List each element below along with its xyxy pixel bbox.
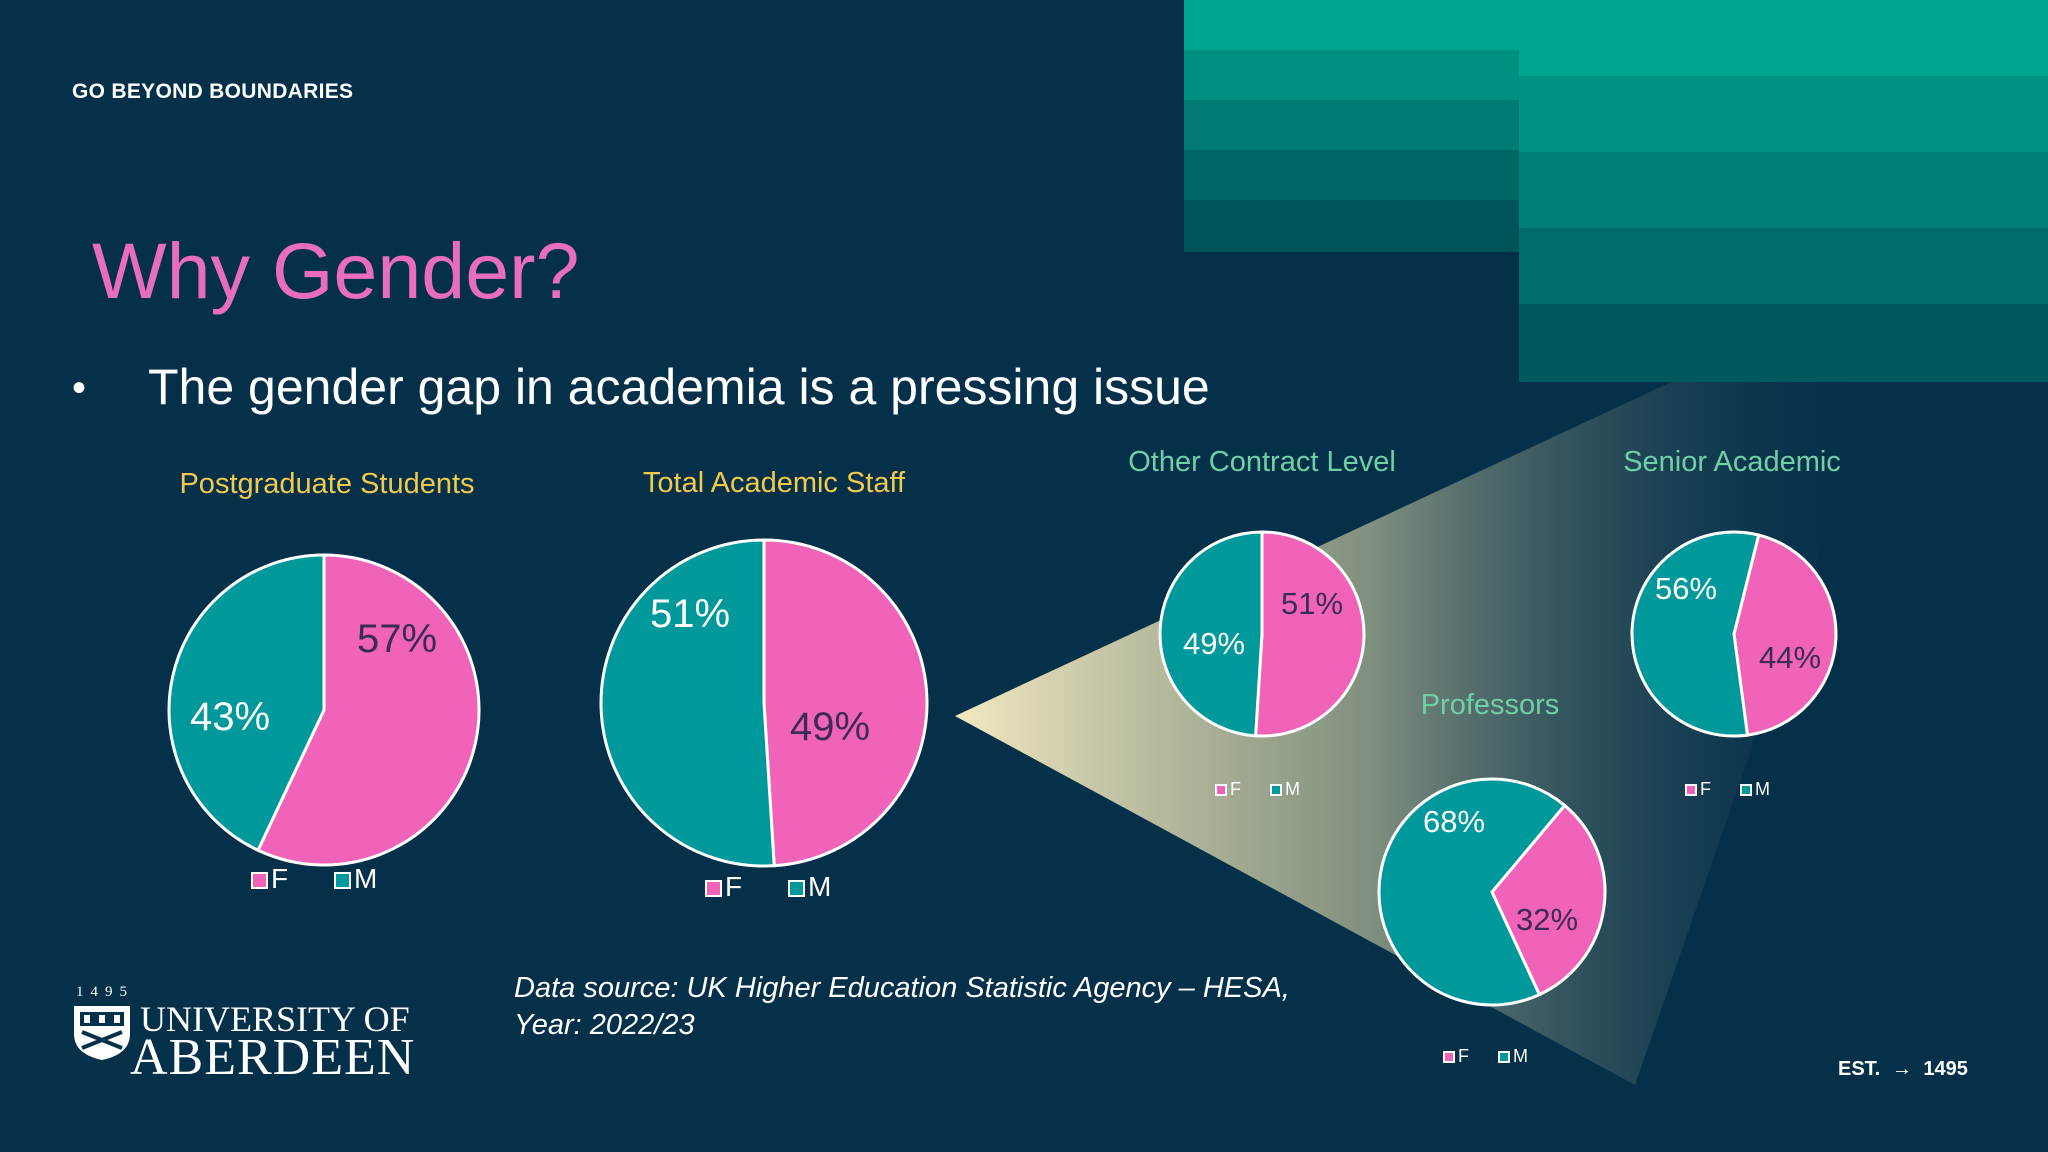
legend-swatch-f-postgraduate-students [251, 872, 268, 889]
bullet-text: The gender gap in academia is a pressing… [148, 359, 1210, 415]
pie-slice-m-professors [1377, 777, 1567, 1007]
legend-label-f-other-contract-level: F [1230, 779, 1241, 799]
data-label-m-professors: 68% [1423, 804, 1485, 839]
pie-slice-m-other-contract-level [1158, 530, 1264, 738]
data-label-f-total-academic-staff: 49% [790, 705, 870, 749]
legend-swatch-m-postgraduate-students [334, 872, 351, 889]
legend-label-f-senior-academic: F [1700, 779, 1711, 799]
established-badge: EST. → 1495 [1838, 1058, 1968, 1081]
arrow-right-icon: → [1891, 1058, 1912, 1080]
data-source-line-1: Data source: UK Higher Education Statist… [514, 972, 1290, 1004]
pie-slice-f-professors [1490, 803, 1607, 997]
data-label-m-other-contract-level: 49% [1183, 626, 1245, 661]
pie-slice-f-total-academic-staff [762, 538, 929, 868]
data-label-f-other-contract-level: 51% [1281, 586, 1343, 621]
chart-title-professors: Professors [1421, 689, 1560, 721]
chart-title-other-contract-level: Other Contract Level [1128, 446, 1396, 478]
data-label-m-postgraduate-students: 43% [190, 695, 270, 739]
logo-year: 1495 [76, 984, 134, 1000]
legend-swatch-m-senior-academic [1740, 784, 1752, 796]
tagline: GO BEYOND BOUNDARIES [72, 80, 354, 103]
logo-line-1: UNIVERSITY OF [140, 999, 410, 1039]
legend-swatch-f-professors [1443, 1051, 1455, 1063]
pie-slice-f-postgraduate-students [256, 553, 481, 867]
legend-label-m-other-contract-level: M [1285, 779, 1300, 799]
pie-slice-m-total-academic-staff [599, 538, 776, 868]
data-label-m-senior-academic: 56% [1655, 571, 1717, 606]
data-source-line-2: Year: 2022/23 [514, 1009, 695, 1041]
legend-label-f-total-academic-staff: F [725, 871, 742, 902]
legend-label-f-professors: F [1458, 1046, 1469, 1066]
chart-title-senior-academic: Senior Academic [1623, 446, 1841, 478]
legend-swatch-m-professors [1498, 1051, 1510, 1063]
legend-swatch-f-other-contract-level [1215, 784, 1227, 796]
chart-title-total-academic-staff: Total Academic Staff [643, 467, 906, 499]
pie-slice-f-other-contract-level [1254, 530, 1366, 738]
pie-slice-f-senior-academic [1732, 533, 1838, 737]
data-label-f-professors: 32% [1516, 902, 1578, 937]
data-label-f-senior-academic: 44% [1759, 640, 1821, 675]
pie-slice-m-postgraduate-students [167, 553, 326, 853]
bullet-marker: • [72, 366, 87, 410]
legend-swatch-f-senior-academic [1685, 784, 1697, 796]
legend-label-m-professors: M [1513, 1046, 1528, 1066]
legend-swatch-f-total-academic-staff [705, 880, 722, 897]
page-title: Why Gender? [92, 226, 580, 315]
crest-icon [74, 1006, 130, 1060]
legend-label-m-postgraduate-students: M [354, 863, 377, 894]
est-year: 1495 [1923, 1058, 1968, 1080]
corner-stripes [1184, 0, 2048, 382]
est-label: EST. [1838, 1058, 1881, 1080]
spotlight-beam [955, 378, 1880, 1085]
legend-swatch-m-other-contract-level [1270, 784, 1282, 796]
data-label-m-total-academic-staff: 51% [650, 592, 730, 636]
data-source-note: Data source: UK Higher Education Statist… [514, 970, 1290, 1044]
legend-label-f-postgraduate-students: F [271, 863, 288, 894]
legend-label-m-senior-academic: M [1755, 779, 1770, 799]
chart-title-postgraduate-students: Postgraduate Students [179, 468, 474, 500]
pie-slice-m-senior-academic [1630, 530, 1761, 738]
logo-line-2: ABERDEEN [130, 1029, 416, 1086]
data-label-f-postgraduate-students: 57% [357, 617, 437, 661]
legend-swatch-m-total-academic-staff [788, 880, 805, 897]
legend-label-m-total-academic-staff: M [808, 871, 831, 902]
